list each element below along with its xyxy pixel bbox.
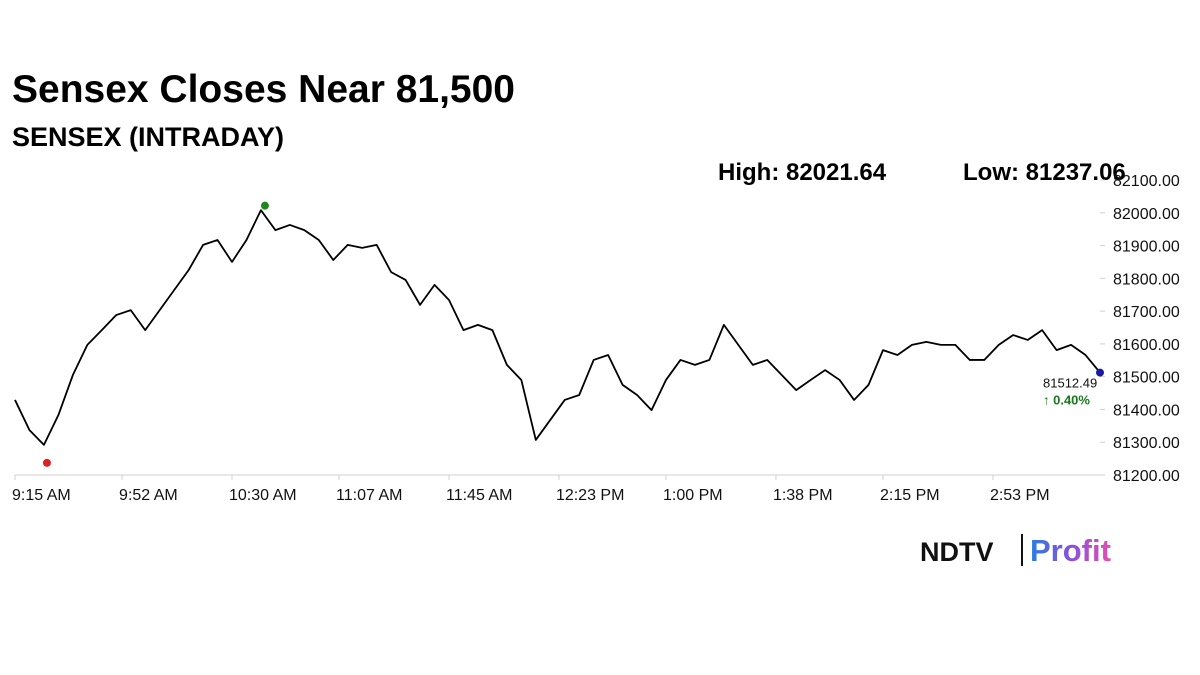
logo-ndtv: NDTV — [920, 537, 994, 567]
y-tick-label: 81600.00 — [1113, 337, 1180, 354]
x-tick-label: 10:30 AM — [229, 487, 297, 504]
x-tick-label: 9:52 AM — [119, 487, 178, 504]
y-tick-label: 81800.00 — [1113, 271, 1180, 288]
y-tick-label: 81200.00 — [1113, 468, 1180, 485]
high-marker — [260, 201, 269, 210]
chart-title: Sensex Closes Near 81,500 — [12, 68, 515, 111]
logo-profit: Profit — [1030, 533, 1111, 568]
x-tick-label: 12:23 PM — [556, 487, 624, 504]
last-value-label: 81512.49 — [1043, 376, 1097, 391]
chart-subtitle: SENSEX (INTRADAY) — [12, 122, 284, 152]
y-tick-label: 81300.00 — [1113, 435, 1180, 452]
stat-value: 81237.06 — [1026, 159, 1126, 186]
stat-label: High: — [718, 159, 779, 186]
x-tick-label: 9:15 AM — [12, 487, 71, 504]
stat-label: Low: — [963, 159, 1019, 186]
high-stat: High: 82021.64 — [718, 159, 887, 186]
y-tick-label: 81500.00 — [1113, 370, 1180, 387]
x-tick-label: 1:38 PM — [773, 487, 833, 504]
y-tick-label: 81700.00 — [1113, 304, 1180, 321]
x-tick-label: 1:00 PM — [663, 487, 723, 504]
stat-value: 82021.64 — [786, 159, 887, 186]
low-stat: Low: 81237.06 — [963, 159, 1126, 186]
x-tick-label: 2:15 PM — [880, 487, 940, 504]
x-tick-label: 2:53 PM — [990, 487, 1050, 504]
y-tick-label: 82000.00 — [1113, 206, 1180, 223]
logo: NDTV Profit — [920, 533, 1111, 568]
price-line — [14, 209, 1101, 446]
low-marker — [42, 458, 51, 467]
y-tick-label: 81400.00 — [1113, 402, 1180, 419]
x-tick-label: 11:45 AM — [446, 487, 512, 504]
last-marker — [1096, 368, 1104, 377]
y-tick-label: 81900.00 — [1113, 239, 1180, 256]
change-label: ↑ 0.40% — [1043, 393, 1090, 408]
y-tick-label: 82100.00 — [1113, 173, 1180, 190]
x-tick-label: 11:07 AM — [336, 487, 402, 504]
